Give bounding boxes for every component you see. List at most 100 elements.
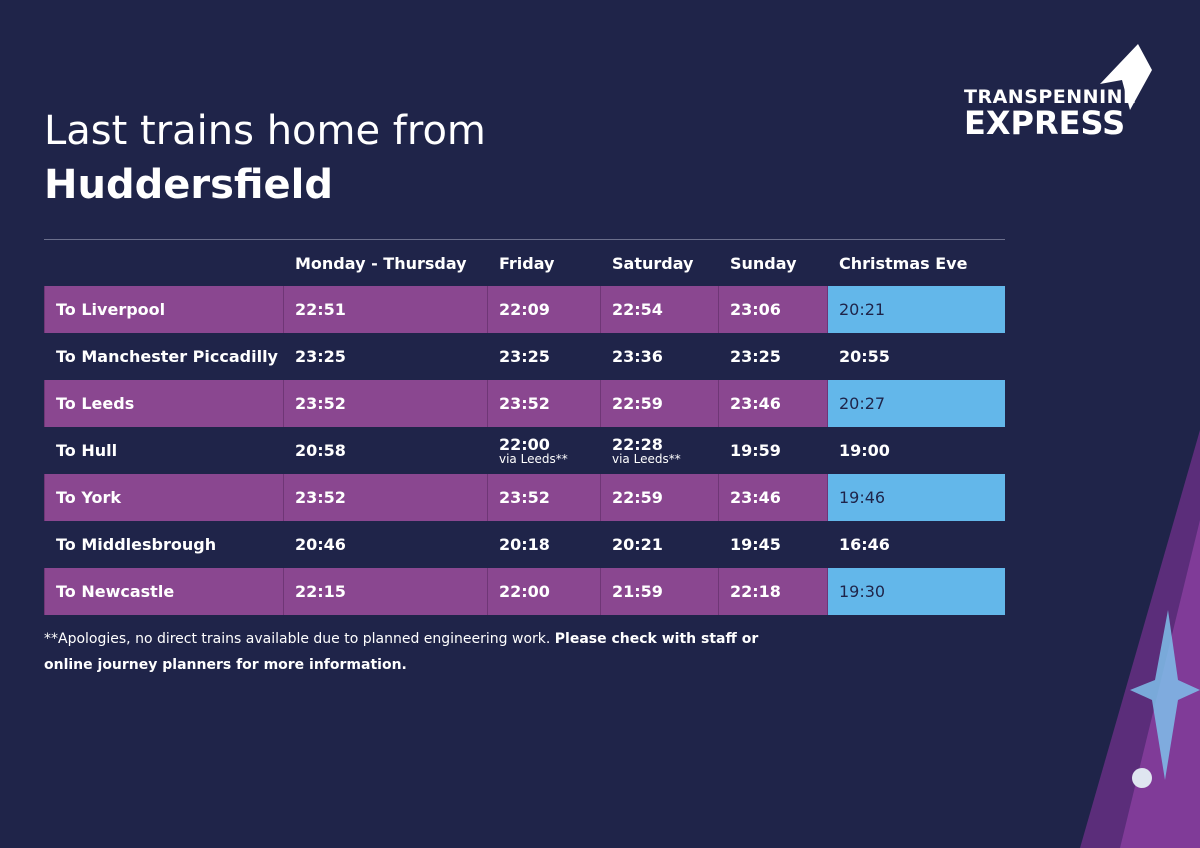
time: 20:58 [295, 441, 346, 460]
time-cell: 23:52 [283, 380, 487, 427]
time-cell: 23:25 [487, 333, 600, 380]
header-row: Monday - Thursday Friday Saturday Sunday Chr… [44, 240, 1005, 286]
time-cell: 20:27 [827, 380, 1005, 427]
time-cell: 22:09 [487, 286, 600, 333]
destination: To Hull [56, 441, 118, 460]
time-cell: 16:46 [827, 521, 1005, 568]
time: 20:55 [839, 347, 890, 366]
destination: To Middlesbrough [56, 535, 217, 554]
time: 22:28 [612, 434, 663, 454]
header-cell: Sunday [730, 253, 797, 273]
logo-line2: EXPRESS [964, 104, 1126, 142]
time-cell: 22:54 [600, 286, 718, 333]
footnote-bold: Please check with staff or online journe… [44, 631, 759, 673]
time-cell: 22:28 via Leeds** [600, 427, 718, 474]
time-cell: 23:25 [718, 333, 827, 380]
time-cell: 19:46 [827, 474, 1005, 521]
time: 20:18 [499, 535, 550, 554]
time-note: via Leeds** [612, 451, 681, 466]
destination: To Newcastle [44, 568, 283, 615]
time-cell: 20:21 [827, 286, 1005, 333]
time: 23:52 [499, 394, 550, 413]
time-cell: 19:00 [827, 427, 1005, 474]
table-row: To Liverpool 22:51 22:09 22:54 23:06 20:21 [44, 286, 1005, 333]
time: 22:59 [612, 488, 663, 507]
time-cell: 23:52 [487, 474, 600, 521]
time: 20:27 [839, 394, 886, 413]
time-cell: 22:59 [600, 474, 718, 521]
footnote: **Apologies, no direct trains available … [44, 626, 764, 678]
time: 22:51 [295, 300, 346, 319]
time-cell: 23:52 [487, 380, 600, 427]
time-cell: 21:59 [600, 568, 718, 615]
table-row: To Hull 20:58 22:00 via Leeds** 22:28 via Lee… [44, 427, 1005, 474]
time: 22:00 [499, 582, 550, 601]
time-cell: 22:00 via Leeds** [487, 427, 600, 474]
title-line1: Last trains home from [44, 108, 486, 154]
time-cell: 20:46 [283, 521, 487, 568]
time-cell: 23:36 [600, 333, 718, 380]
time-cell: 20:18 [487, 521, 600, 568]
time: 21:59 [612, 582, 663, 601]
table-row: To Leeds 23:52 23:52 22:59 23:46 20:27 [44, 380, 1005, 427]
time: 23:25 [295, 347, 346, 366]
time: 22:59 [612, 394, 663, 413]
time-cell: 23:52 [283, 474, 487, 521]
time: 23:52 [295, 488, 346, 507]
time: 23:25 [499, 347, 550, 366]
time-cell: 23:25 [283, 333, 487, 380]
time-cell: 22:59 [600, 380, 718, 427]
time: 20:21 [839, 300, 886, 319]
time: 23:52 [499, 488, 550, 507]
time-cell: 19:59 [718, 427, 827, 474]
time-cell: 22:51 [283, 286, 487, 333]
time-cell: 23:46 [718, 380, 827, 427]
time-cell: 19:45 [718, 521, 827, 568]
time-cell: 19:30 [827, 568, 1005, 615]
time: 22:18 [730, 582, 781, 601]
destination: To Manchester Piccadilly [56, 347, 278, 366]
time-cell: 20:21 [600, 521, 718, 568]
time: 19:46 [839, 488, 886, 507]
title: Last trains home from Huddersfield [44, 104, 486, 212]
time-note: via Leeds** [499, 451, 568, 466]
header-cell [44, 240, 283, 286]
footnote-text: **Apologies, no direct trains available … [44, 631, 551, 647]
time: 22:15 [295, 582, 346, 601]
destination: To York [44, 474, 283, 521]
header-cell: Friday [499, 253, 555, 273]
time: 20:46 [295, 535, 346, 554]
time-cell: 23:06 [718, 286, 827, 333]
time-cell: 20:58 [283, 427, 487, 474]
time-cell: 22:18 [718, 568, 827, 615]
time: 23:36 [612, 347, 663, 366]
time: 19:45 [730, 535, 781, 554]
destination: To Leeds [44, 380, 283, 427]
time: 22:09 [499, 300, 550, 319]
time-cell: 23:46 [718, 474, 827, 521]
title-line2: Huddersfield [44, 162, 334, 208]
time-cell: 20:55 [827, 333, 1005, 380]
header-cell: Christmas Eve [839, 253, 968, 273]
time: 23:06 [730, 300, 781, 319]
time-cell: 22:00 [487, 568, 600, 615]
table-row: To Manchester Piccadilly 23:25 23:25 23:36 2… [44, 333, 1005, 380]
time: 20:21 [612, 535, 663, 554]
logo-line1: TRANSPENNINE [964, 86, 1137, 108]
time-cell: 22:15 [283, 568, 487, 615]
table-row: To York 23:52 23:52 22:59 23:46 19:46 [44, 474, 1005, 521]
time: 23:25 [730, 347, 781, 366]
time: 23:46 [730, 488, 781, 507]
time: 23:46 [730, 394, 781, 413]
time: 19:30 [839, 582, 886, 601]
time: 16:46 [839, 535, 890, 554]
time: 22:00 [499, 434, 550, 454]
time: 23:52 [295, 394, 346, 413]
time: 19:00 [839, 441, 890, 460]
timetable: Monday - Thursday Friday Saturday Sunday Chr… [44, 239, 1005, 615]
header-cell: Saturday [612, 253, 694, 273]
logo: TRANSPENNINE EXPRESS [964, 86, 1137, 142]
destination: To Liverpool [44, 286, 283, 333]
